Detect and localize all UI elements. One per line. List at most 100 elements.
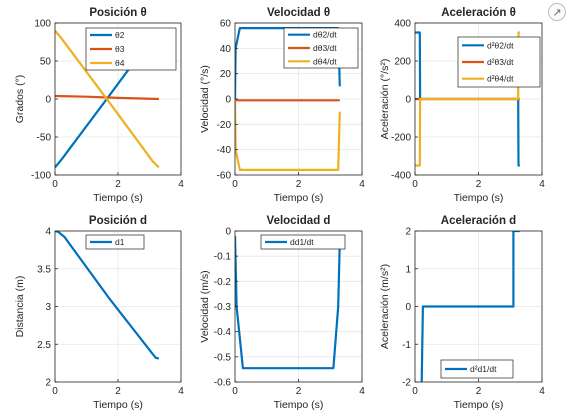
y-tick-label: 0 (225, 227, 231, 238)
y-tick-label: -2 (402, 378, 411, 389)
y-tick-label: -1 (402, 340, 411, 351)
x-axis-label: Tiempo (s) (93, 192, 143, 204)
x-tick-label: 2 (296, 179, 302, 190)
y-tick-label: 0 (225, 95, 231, 106)
series-line (55, 94, 159, 101)
legend: dd1/dt (260, 234, 346, 250)
legend-entry: θ3 (115, 44, 125, 54)
legend-entry: dθ4/dt (313, 56, 337, 66)
legend-entry: d²θ2/dt (487, 40, 514, 50)
x-tick-label: 2 (296, 386, 302, 397)
x-tick-label: 0 (232, 386, 238, 397)
legend-entry: dd1/dt (290, 237, 314, 247)
legend-entry: θ2 (115, 30, 125, 40)
legend-entry: θ4 (115, 58, 125, 68)
legend-box (440, 359, 514, 379)
x-tick-label: 4 (539, 179, 545, 190)
legend-box (260, 234, 346, 250)
y-tick-label: -0.6 (214, 378, 232, 389)
x-axis-label: Tiempo (s) (454, 192, 504, 204)
chart-acc-theta: 0 2 4 -400 -200 0 200 400 Aceleración θ Tiempo (s… (379, 7, 545, 204)
y-tick-label: 2.5 (37, 340, 51, 351)
y-tick-label: -0.1 (214, 252, 232, 263)
y-tick-label: 2 (405, 227, 411, 238)
y-tick-label: -400 (391, 171, 411, 182)
y-axis-label: Aceleración (°/s²) (379, 59, 391, 140)
series-line (420, 231, 520, 382)
y-tick-label: 2 (45, 378, 51, 389)
x-tick-label: 0 (52, 179, 58, 190)
y-tick-label: -0.4 (214, 327, 232, 338)
x-axis-label: Tiempo (s) (274, 192, 324, 204)
y-tick-label: 0 (405, 95, 411, 106)
y-tick-label: -60 (217, 171, 232, 182)
series-line (415, 31, 520, 167)
chart-vel-d: 0 2 4 -0.6 -0.5 -0.4 -0.3 -0.2 -0.1 0 Velocidad d T… (199, 215, 365, 411)
y-tick-label: 200 (394, 57, 411, 68)
y-tick-label: -0.3 (214, 302, 232, 313)
legend-box (85, 234, 145, 250)
x-tick-label: 4 (359, 386, 365, 397)
legend-entry: d²θ4/dt (487, 74, 514, 84)
legend: dθ2/dt dθ3/dt dθ4/dt (283, 27, 359, 69)
y-tick-label: 0 (405, 302, 411, 313)
y-axis-label: Aceleración (m/s²) (379, 264, 391, 349)
legend-entry: d²d1/dt (470, 364, 497, 374)
chart-title: Aceleración d (441, 215, 516, 227)
legend-entry: d²θ3/dt (487, 57, 514, 67)
legend-entry: dθ2/dt (313, 30, 337, 40)
x-tick-label: 2 (115, 179, 121, 190)
y-tick-label: 3 (45, 302, 51, 313)
y-axis-label: Velocidad (m/s) (199, 270, 211, 342)
series-line (235, 235, 341, 370)
y-tick-label: 0 (45, 95, 51, 106)
legend: d²d1/dt (440, 359, 514, 379)
export-arrow-icon[interactable]: ↗ (548, 3, 566, 21)
y-tick-label: -200 (391, 133, 411, 144)
x-tick-label: 4 (178, 179, 184, 190)
y-tick-label: -40 (217, 145, 232, 156)
chart-title: Velocidad θ (267, 7, 330, 19)
chart-vel-theta: 0 2 4 -60 -40 -20 0 20 40 60 Velocidad θ Tiempo (s)… (199, 7, 365, 204)
y-tick-label: 400 (394, 19, 411, 30)
y-tick-label: 20 (220, 69, 232, 80)
y-tick-label: 50 (40, 57, 52, 68)
y-tick-label: -100 (31, 171, 51, 182)
legend-entry: dθ3/dt (313, 43, 337, 53)
legend: θ2 θ3 θ4 (85, 27, 177, 71)
x-axis-label: Tiempo (s) (93, 399, 143, 411)
y-axis-label: Grados (°) (14, 75, 26, 124)
series-line (55, 29, 160, 169)
y-tick-label: 40 (220, 44, 232, 55)
x-tick-label: 0 (52, 386, 58, 397)
y-tick-label: 1 (405, 264, 411, 275)
series-line (55, 231, 160, 360)
chart-title: Velocidad d (267, 215, 331, 227)
chart-title: Posición d (89, 215, 147, 227)
x-axis-label: Tiempo (s) (274, 399, 324, 411)
legend-entry: d1 (115, 237, 125, 247)
y-axis-label: Distancia (m) (14, 276, 26, 338)
legend: d1 (85, 234, 145, 250)
y-tick-label: -20 (217, 120, 232, 131)
x-tick-label: 4 (539, 386, 545, 397)
series-line (235, 98, 341, 171)
chart-title: Aceleración θ (441, 7, 516, 19)
x-tick-label: 0 (412, 179, 418, 190)
x-tick-label: 2 (115, 386, 121, 397)
y-tick-label: 60 (220, 19, 232, 30)
x-tick-label: 2 (476, 386, 482, 397)
x-tick-label: 0 (232, 179, 238, 190)
chart-pos-theta: 0 2 4 -100 -50 0 50 100 Posición θ Tiempo (s) Grad… (14, 7, 184, 204)
x-axis-label: Tiempo (s) (454, 399, 504, 411)
x-tick-label: 4 (359, 179, 365, 190)
chart-acc-d: 0 2 4 -2 -1 0 1 2 Aceleración d Tiempo (s) Acelera… (379, 215, 545, 411)
chart-title: Posición θ (89, 7, 146, 19)
x-tick-label: 4 (178, 386, 184, 397)
y-tick-label: -0.5 (214, 352, 232, 363)
y-tick-label: -0.2 (214, 277, 232, 288)
y-tick-label: 3.5 (37, 264, 51, 275)
x-tick-label: 0 (412, 386, 418, 397)
